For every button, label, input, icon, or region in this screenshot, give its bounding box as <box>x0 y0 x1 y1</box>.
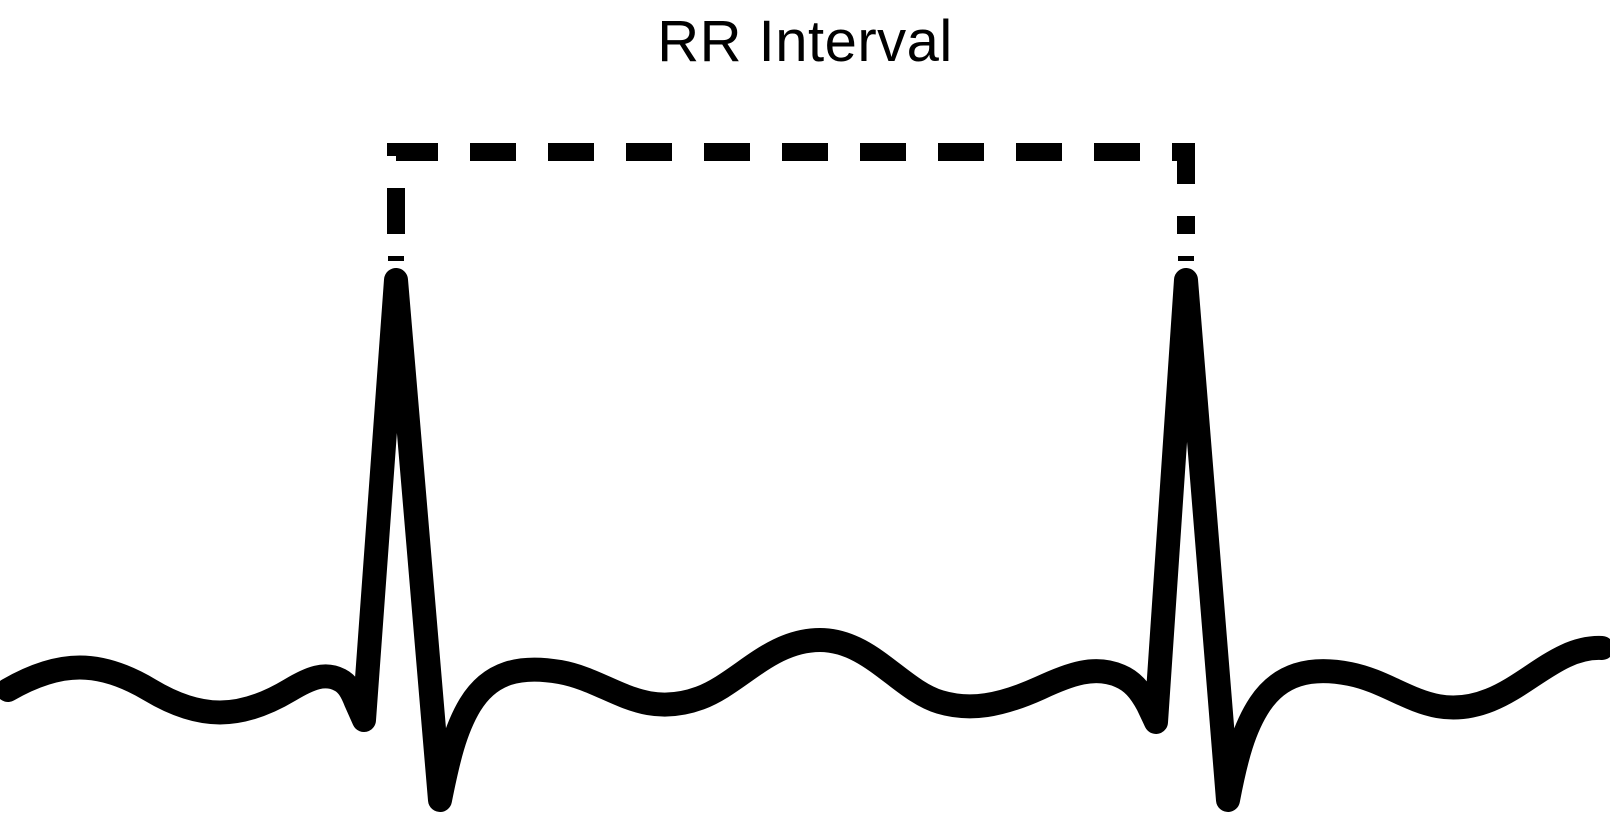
r-peak-tick-left <box>388 256 404 261</box>
r-peak-tick-right <box>1178 256 1194 261</box>
diagram-svg <box>0 0 1610 814</box>
ecg-waveform <box>8 280 1602 800</box>
ecg-rr-interval-diagram: RR Interval <box>0 0 1610 814</box>
rr-interval-bracket <box>396 152 1186 234</box>
